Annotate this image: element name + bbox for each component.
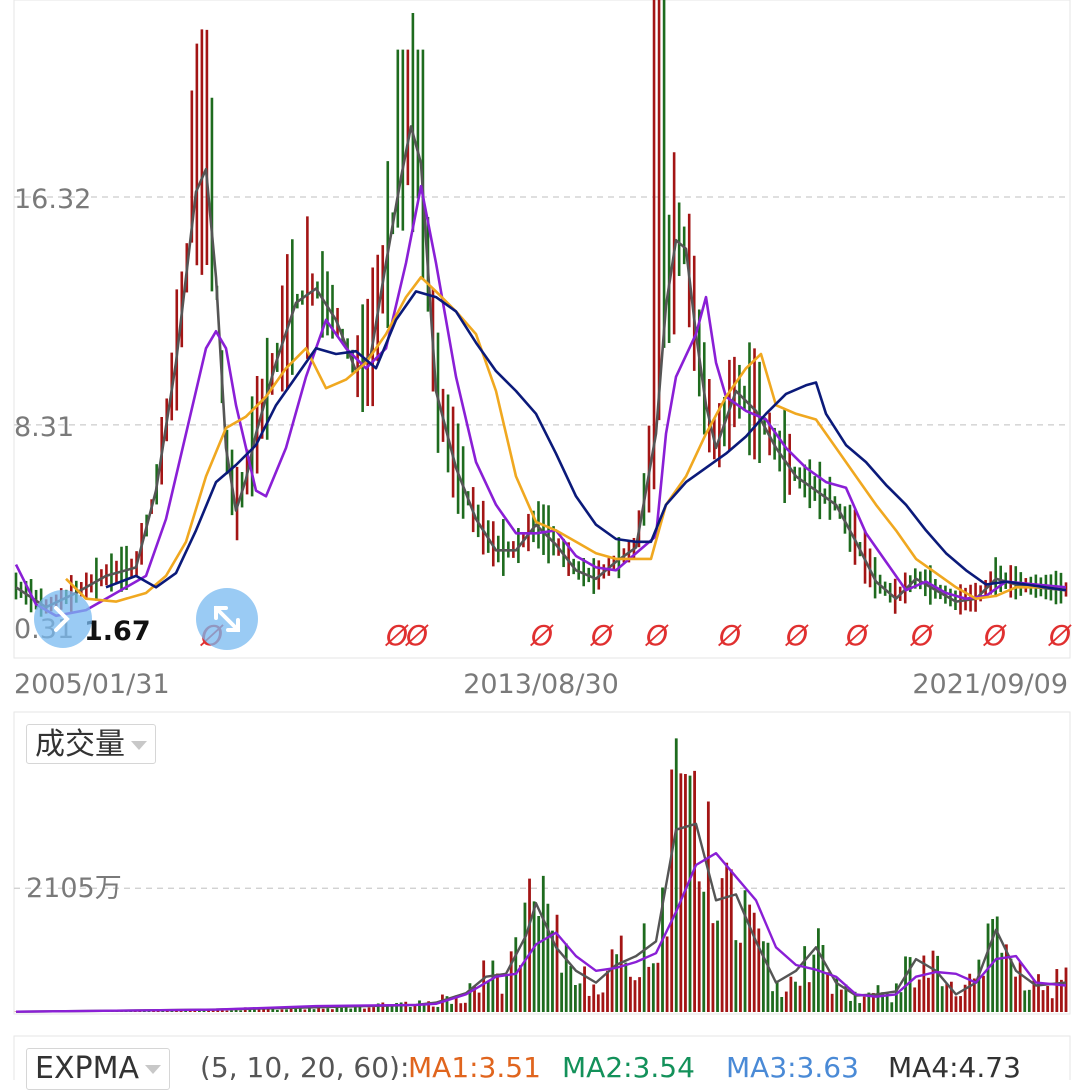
price-y-tick-label: 16.32: [14, 184, 91, 215]
price-ma-lines: [14, 125, 1067, 618]
expma-ma4: MA4:4.73: [888, 1051, 1021, 1080]
event-marker: Ø: [530, 619, 554, 652]
volume-ma-lines: [15, 822, 1067, 1013]
price-ma-line-3: [65, 275, 1067, 603]
expma-ma1: MA1:3.51: [408, 1051, 541, 1080]
date-axis: 2005/01/31 2013/08/30 2021/09/09: [14, 669, 1068, 700]
chevron-down-icon: [131, 741, 147, 750]
indicator-select-label: EXPMA: [35, 1051, 140, 1086]
indicator-bar: (5, 10, 20, 60): MA1:3.51 MA2:3.54 MA3:3…: [13, 1035, 1071, 1080]
event-marker: Ø: [385, 619, 409, 652]
chevron-down-icon: [145, 1065, 162, 1074]
event-marker: Ø: [983, 619, 1007, 652]
volume-indicator-select[interactable]: 成交量: [26, 724, 156, 764]
volume-ma-line-1: [15, 822, 1067, 1013]
main-indicator-select[interactable]: EXPMA: [26, 1048, 171, 1090]
volume-select-label: 成交量: [35, 727, 125, 762]
event-markers: ØØØØØØØØØØØØ: [200, 619, 1072, 652]
chevron-right-icon: [54, 606, 70, 632]
event-marker: Ø: [405, 619, 429, 652]
event-marker: Ø: [845, 619, 869, 652]
event-marker: Ø: [718, 619, 742, 652]
price-ma-line-2: [14, 184, 1067, 618]
price-panel: ØØØØØØØØØØØØ 16.328.310.31 1.67: [13, 0, 1072, 659]
x-label-mid: 2013/08/30: [463, 669, 619, 700]
expma-ma2: MA2:3.54: [562, 1051, 695, 1080]
volume-ma-line-2: [15, 852, 1067, 1013]
price-ma-line-4: [105, 290, 1067, 592]
event-marker: Ø: [785, 619, 809, 652]
price-y-tick-label: 8.31: [14, 412, 74, 443]
collapse-button[interactable]: [34, 590, 92, 648]
expma-ma3: MA3:3.63: [726, 1051, 859, 1080]
price-ma-line-1: [15, 125, 1067, 609]
event-marker: Ø: [1048, 619, 1072, 652]
event-marker: Ø: [645, 619, 669, 652]
expand-icon: [214, 606, 240, 632]
fullscreen-button[interactable]: [196, 588, 258, 650]
x-label-end: 2021/09/09: [912, 669, 1068, 700]
expma-params: (5, 10, 20, 60):: [200, 1051, 409, 1080]
volume-y-label: 2105万: [26, 873, 122, 904]
event-marker: Ø: [910, 619, 934, 652]
x-label-start: 2005/01/31: [14, 669, 170, 700]
low-price-label: 1.67: [84, 616, 151, 647]
volume-panel: 2105万: [13, 711, 1071, 1015]
event-marker: Ø: [590, 619, 614, 652]
